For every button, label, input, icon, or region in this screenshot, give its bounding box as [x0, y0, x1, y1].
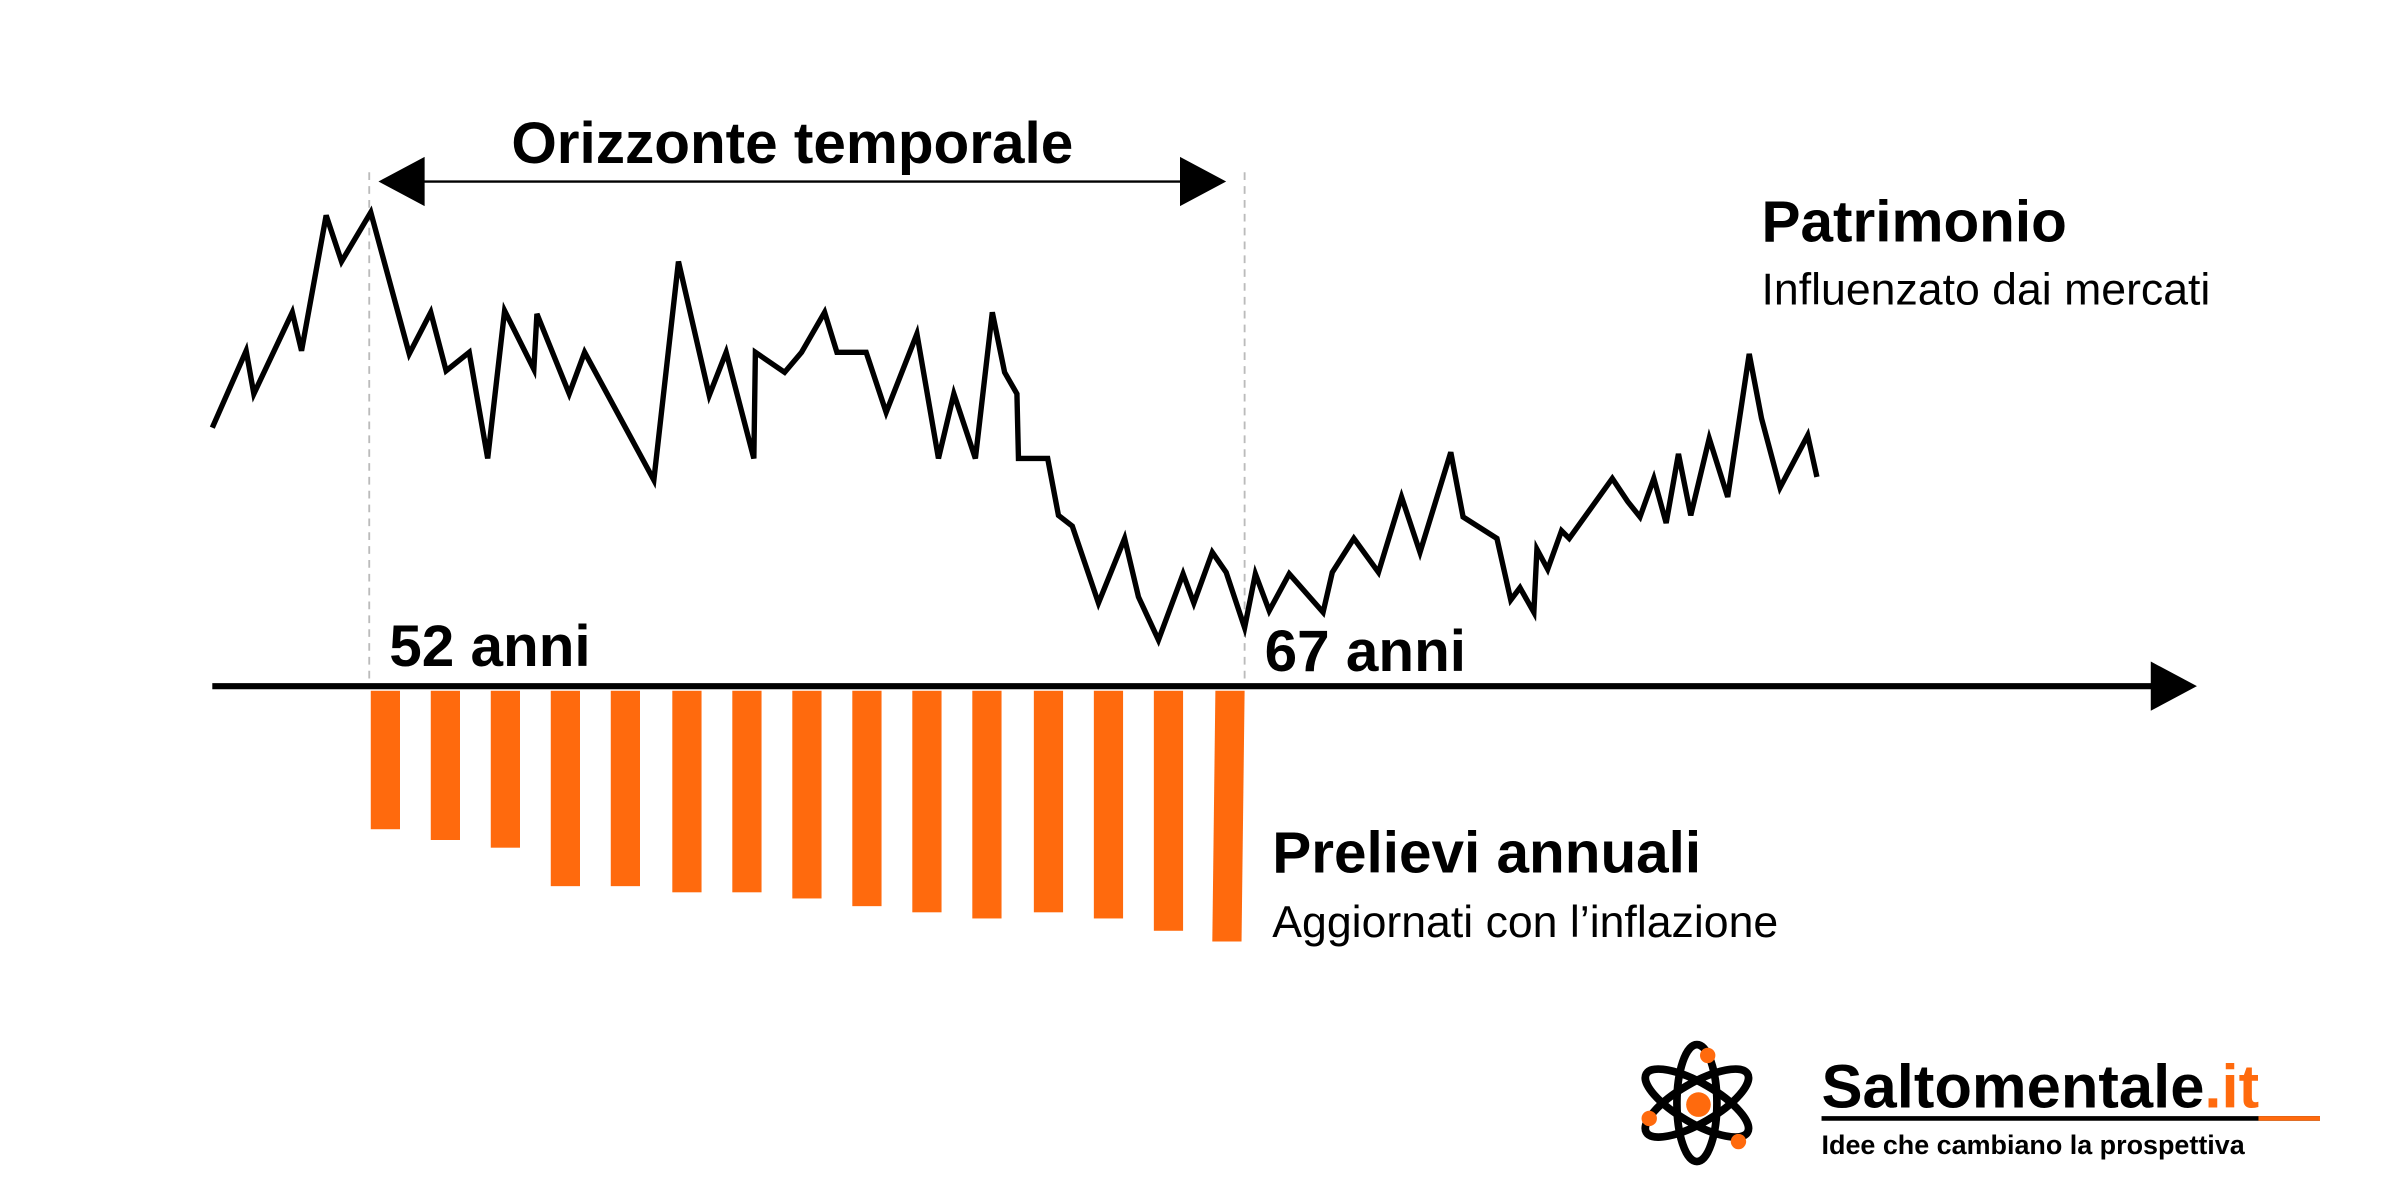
withdrawal-bar	[1153, 690, 1184, 931]
logo-icon	[1641, 1040, 1753, 1166]
withdrawals-subtitle: Aggiornati con l’inflazione	[1272, 898, 1778, 947]
wealth-subtitle: Influenzato dai mercati	[1762, 266, 2211, 315]
arrow-head	[378, 156, 425, 207]
horizon-label: Orizzonte temporale	[511, 111, 1073, 176]
axis-arrow	[2150, 661, 2197, 711]
withdrawals-title: Prelievi annuali	[1272, 820, 1701, 885]
end-age: 67 anni	[1265, 619, 1466, 684]
withdrawal-bar	[792, 690, 822, 899]
withdrawal-bar	[370, 690, 400, 830]
electron	[1641, 1110, 1657, 1127]
withdrawal-bar	[672, 690, 702, 893]
electron	[1730, 1133, 1747, 1150]
withdrawal-bar	[490, 690, 520, 848]
withdrawal-bars	[370, 690, 1245, 942]
withdrawal-bar	[610, 690, 640, 887]
logo-tagline: Idee che cambiano la prospettiva	[1822, 1130, 2246, 1160]
withdrawal-bar	[1033, 690, 1064, 913]
withdrawal-bar	[1212, 690, 1245, 942]
withdrawal-bar	[972, 690, 1002, 919]
arrow-head	[1180, 156, 1227, 207]
electron	[1700, 1047, 1716, 1064]
orbit	[1673, 1040, 1721, 1166]
withdrawal-bar	[550, 690, 580, 887]
wealth-title: Patrimonio	[1762, 190, 2067, 255]
withdrawal-bar	[912, 690, 942, 913]
withdrawal-bar	[732, 690, 762, 893]
orbit	[1641, 1065, 1753, 1141]
brand-domain: .it	[2204, 1053, 2259, 1122]
withdrawal-bar	[852, 690, 882, 907]
orbit	[1641, 1065, 1753, 1141]
withdrawal-bar	[430, 690, 460, 840]
withdrawal-bar	[1093, 690, 1124, 919]
start-age: 52 anni	[389, 614, 590, 679]
nucleus	[1686, 1092, 1711, 1117]
brand-name: Saltomentale	[1822, 1053, 2205, 1122]
wealth-line	[209, 205, 1820, 647]
logo-brand: Saltomentale.it	[1822, 1053, 2260, 1122]
